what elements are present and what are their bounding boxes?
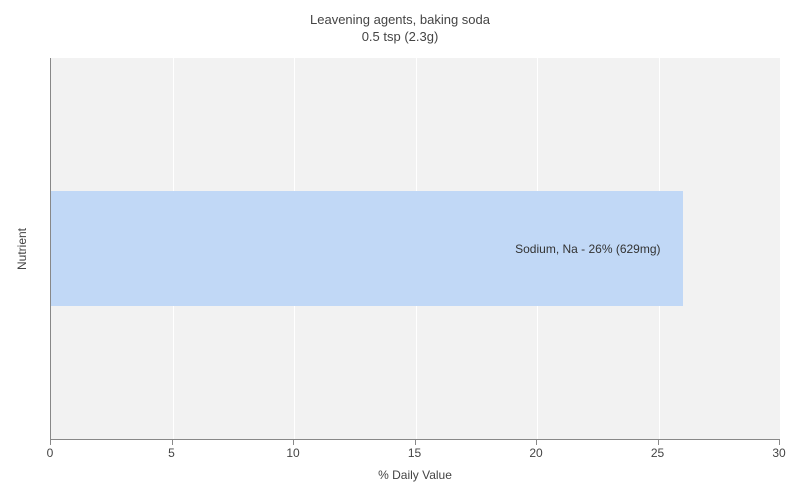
x-axis-label: % Daily Value bbox=[50, 468, 780, 482]
x-tick-mark bbox=[293, 440, 294, 445]
y-axis-label: Nutrient bbox=[12, 58, 32, 440]
x-tick-label: 30 bbox=[759, 446, 799, 460]
x-tick-label: 20 bbox=[516, 446, 556, 460]
x-tick-mark bbox=[779, 440, 780, 445]
grid-line bbox=[780, 58, 781, 439]
plot-outer: Sodium, Na - 26% (629mg) Nutrient % Dail… bbox=[50, 58, 780, 440]
bar-label: Sodium, Na - 26% (629mg) bbox=[515, 242, 660, 256]
x-tick-label: 0 bbox=[30, 446, 70, 460]
x-tick-mark bbox=[658, 440, 659, 445]
x-tick-mark bbox=[172, 440, 173, 445]
x-tick-label: 25 bbox=[638, 446, 678, 460]
chart-title-block: Leavening agents, baking soda 0.5 tsp (2… bbox=[0, 12, 800, 46]
x-tick-label: 15 bbox=[395, 446, 435, 460]
x-tick-mark bbox=[415, 440, 416, 445]
chart-container: { "chart": { "type": "bar-horizontal", "… bbox=[0, 0, 800, 500]
chart-title-main: Leavening agents, baking soda bbox=[0, 12, 800, 29]
x-tick-mark bbox=[536, 440, 537, 445]
x-tick-label: 5 bbox=[152, 446, 192, 460]
plot-area: Sodium, Na - 26% (629mg) bbox=[50, 58, 780, 440]
y-axis-label-text: Nutrient bbox=[15, 228, 29, 270]
x-tick-mark bbox=[50, 440, 51, 445]
x-tick-label: 10 bbox=[273, 446, 313, 460]
chart-title-sub: 0.5 tsp (2.3g) bbox=[0, 29, 800, 46]
